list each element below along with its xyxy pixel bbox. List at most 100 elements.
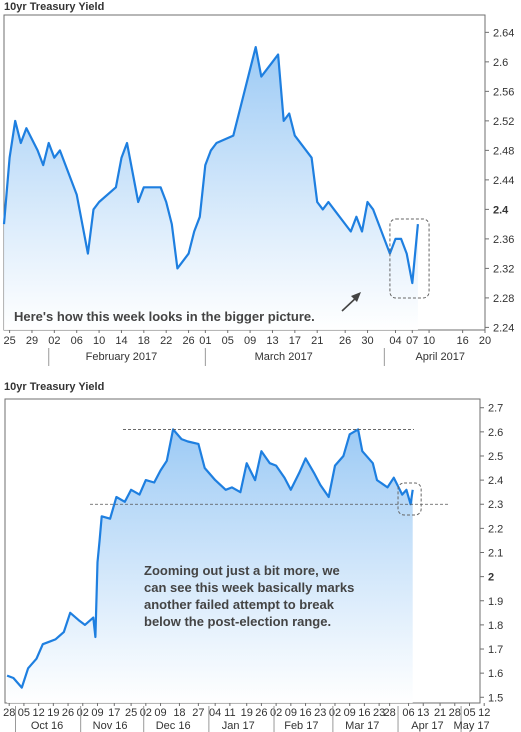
x-tick-label: 12 bbox=[478, 707, 490, 719]
x-tick-label: 07 bbox=[406, 335, 418, 347]
y-tick-label: 2.1 bbox=[488, 548, 503, 560]
x-tick-label: 28 bbox=[383, 707, 395, 719]
x-tick-label: 19 bbox=[47, 707, 59, 719]
month-label: February 2017 bbox=[86, 351, 158, 363]
month-label: Dec 16 bbox=[156, 720, 191, 732]
x-tick-label: 30 bbox=[361, 335, 373, 347]
y-tick-label: 2.4 bbox=[488, 475, 503, 487]
x-tick-label: 26 bbox=[339, 335, 351, 347]
x-tick-label: 25 bbox=[3, 335, 15, 347]
y-tick-label: 2.24 bbox=[493, 322, 514, 334]
chart-title-bottom: 10yr Treasury Yield bbox=[4, 381, 105, 393]
x-tick-label: 17 bbox=[108, 707, 120, 719]
month-label: Nov 16 bbox=[93, 720, 128, 732]
x-tick-label: 13 bbox=[417, 707, 429, 719]
month-label: April 2017 bbox=[415, 351, 465, 363]
chart-annotation: can see this week basically marks bbox=[144, 580, 354, 595]
x-tick-label: 21 bbox=[434, 707, 446, 719]
x-tick-label: 12 bbox=[33, 707, 45, 719]
x-tick-label: 02 bbox=[77, 707, 89, 719]
x-tick-label: 02 bbox=[48, 335, 60, 347]
y-tick-label: 2.56 bbox=[493, 86, 514, 98]
x-tick-label: 10 bbox=[93, 335, 105, 347]
x-tick-label: 28 bbox=[3, 707, 15, 719]
x-tick-label: 02 bbox=[329, 707, 341, 719]
x-tick-label: 22 bbox=[160, 335, 172, 347]
chart-annotation: Zooming out just a bit more, we bbox=[144, 563, 340, 578]
y-tick-label: 2.32 bbox=[493, 263, 514, 275]
x-tick-label: 04 bbox=[389, 335, 401, 347]
x-tick-label: 06 bbox=[71, 335, 83, 347]
x-tick-label: 26 bbox=[62, 707, 74, 719]
x-tick-label: 02 bbox=[140, 707, 152, 719]
y-tick-label: 2.5 bbox=[488, 451, 503, 463]
yield-area bbox=[4, 47, 418, 330]
x-tick-label: 11 bbox=[224, 707, 235, 719]
y-tick-label: 2 bbox=[488, 572, 494, 584]
chart-annotation: another failed attempt to break bbox=[144, 597, 335, 612]
y-tick-label: 2.28 bbox=[493, 293, 514, 305]
y-tick-label: 2.52 bbox=[493, 116, 514, 128]
yield-chart-bottom: 2.72.62.52.42.32.22.121.91.81.71.61.528 0… bbox=[3, 398, 503, 732]
highlight-box bbox=[397, 482, 422, 516]
month-label: Apr 17 bbox=[411, 720, 443, 732]
x-tick-label: 27 bbox=[192, 707, 204, 719]
chart-annotation: Here's how this week looks in the bigger… bbox=[14, 309, 315, 324]
x-tick-label: 18 bbox=[173, 707, 185, 719]
x-tick-label: 05 bbox=[222, 335, 234, 347]
chart-title-top: 10yr Treasury Yield bbox=[4, 1, 105, 13]
x-tick-label: 28 bbox=[449, 707, 461, 719]
x-tick-label: 18 bbox=[138, 335, 150, 347]
x-tick-label: 20 bbox=[479, 335, 491, 347]
y-tick-label: 2.2 bbox=[488, 523, 503, 535]
x-tick-label: 02 bbox=[270, 707, 282, 719]
x-tick-label: 16 bbox=[358, 707, 370, 719]
month-label: March 2017 bbox=[255, 351, 313, 363]
x-tick-label: 26 bbox=[182, 335, 194, 347]
x-tick-label: 09 bbox=[154, 707, 166, 719]
x-tick-label: 16 bbox=[299, 707, 311, 719]
y-tick-label: 1.7 bbox=[488, 644, 503, 656]
month-label: Oct 16 bbox=[31, 720, 63, 732]
y-tick-label: 2.6 bbox=[493, 57, 508, 69]
x-tick-label: 23 bbox=[314, 707, 326, 719]
annotation-arrowhead bbox=[351, 292, 361, 302]
yield-line bbox=[2, 46, 419, 285]
highlight-box bbox=[389, 218, 430, 299]
y-tick-label: 2.44 bbox=[493, 175, 514, 187]
month-label: May 17 bbox=[454, 720, 490, 732]
x-tick-label: 29 bbox=[26, 335, 38, 347]
x-tick-label: 14 bbox=[115, 335, 127, 347]
x-tick-label: 06 bbox=[402, 707, 414, 719]
x-tick-label: 13 bbox=[266, 335, 278, 347]
x-tick-label: 09 bbox=[285, 707, 297, 719]
x-tick-label: 10 bbox=[423, 335, 435, 347]
x-tick-label: 09 bbox=[344, 707, 356, 719]
y-tick-label: 1.8 bbox=[488, 620, 503, 632]
x-tick-label: 01 bbox=[199, 335, 211, 347]
y-tick-label: 1.9 bbox=[488, 596, 503, 608]
yield-line bbox=[6, 428, 414, 689]
x-tick-label: 09 bbox=[244, 335, 256, 347]
y-tick-label: 2.3 bbox=[488, 499, 503, 511]
x-tick-label: 09 bbox=[91, 707, 103, 719]
chart-annotation: below the post-election range. bbox=[144, 614, 331, 629]
x-tick-label: 25 bbox=[125, 707, 137, 719]
x-tick-label: 04 bbox=[209, 707, 221, 719]
yield-chart-top: 2.64 2.6 2.56 2.52 2.48 2.44 2.4 2.36 2.32 2.28 2.… bbox=[2, 14, 514, 366]
month-label: Jan 17 bbox=[222, 720, 255, 732]
x-tick-label: 19 bbox=[241, 707, 253, 719]
y-tick-label: 2.36 bbox=[493, 234, 514, 246]
month-label: Mar 17 bbox=[345, 720, 379, 732]
y-tick-label: 2.48 bbox=[493, 145, 514, 157]
x-tick-label: 16 bbox=[457, 335, 469, 347]
month-label: Feb 17 bbox=[284, 720, 318, 732]
x-tick-label: 05 bbox=[18, 707, 30, 719]
y-tick-label: 2.4 bbox=[493, 204, 509, 216]
y-tick-label: 2.7 bbox=[488, 403, 503, 415]
y-tick-label: 2.6 bbox=[488, 427, 503, 439]
yield-area bbox=[7, 429, 413, 703]
x-tick-label: 17 bbox=[289, 335, 301, 347]
y-tick-label: 1.5 bbox=[488, 692, 503, 704]
y-tick-label: 1.6 bbox=[488, 668, 503, 680]
